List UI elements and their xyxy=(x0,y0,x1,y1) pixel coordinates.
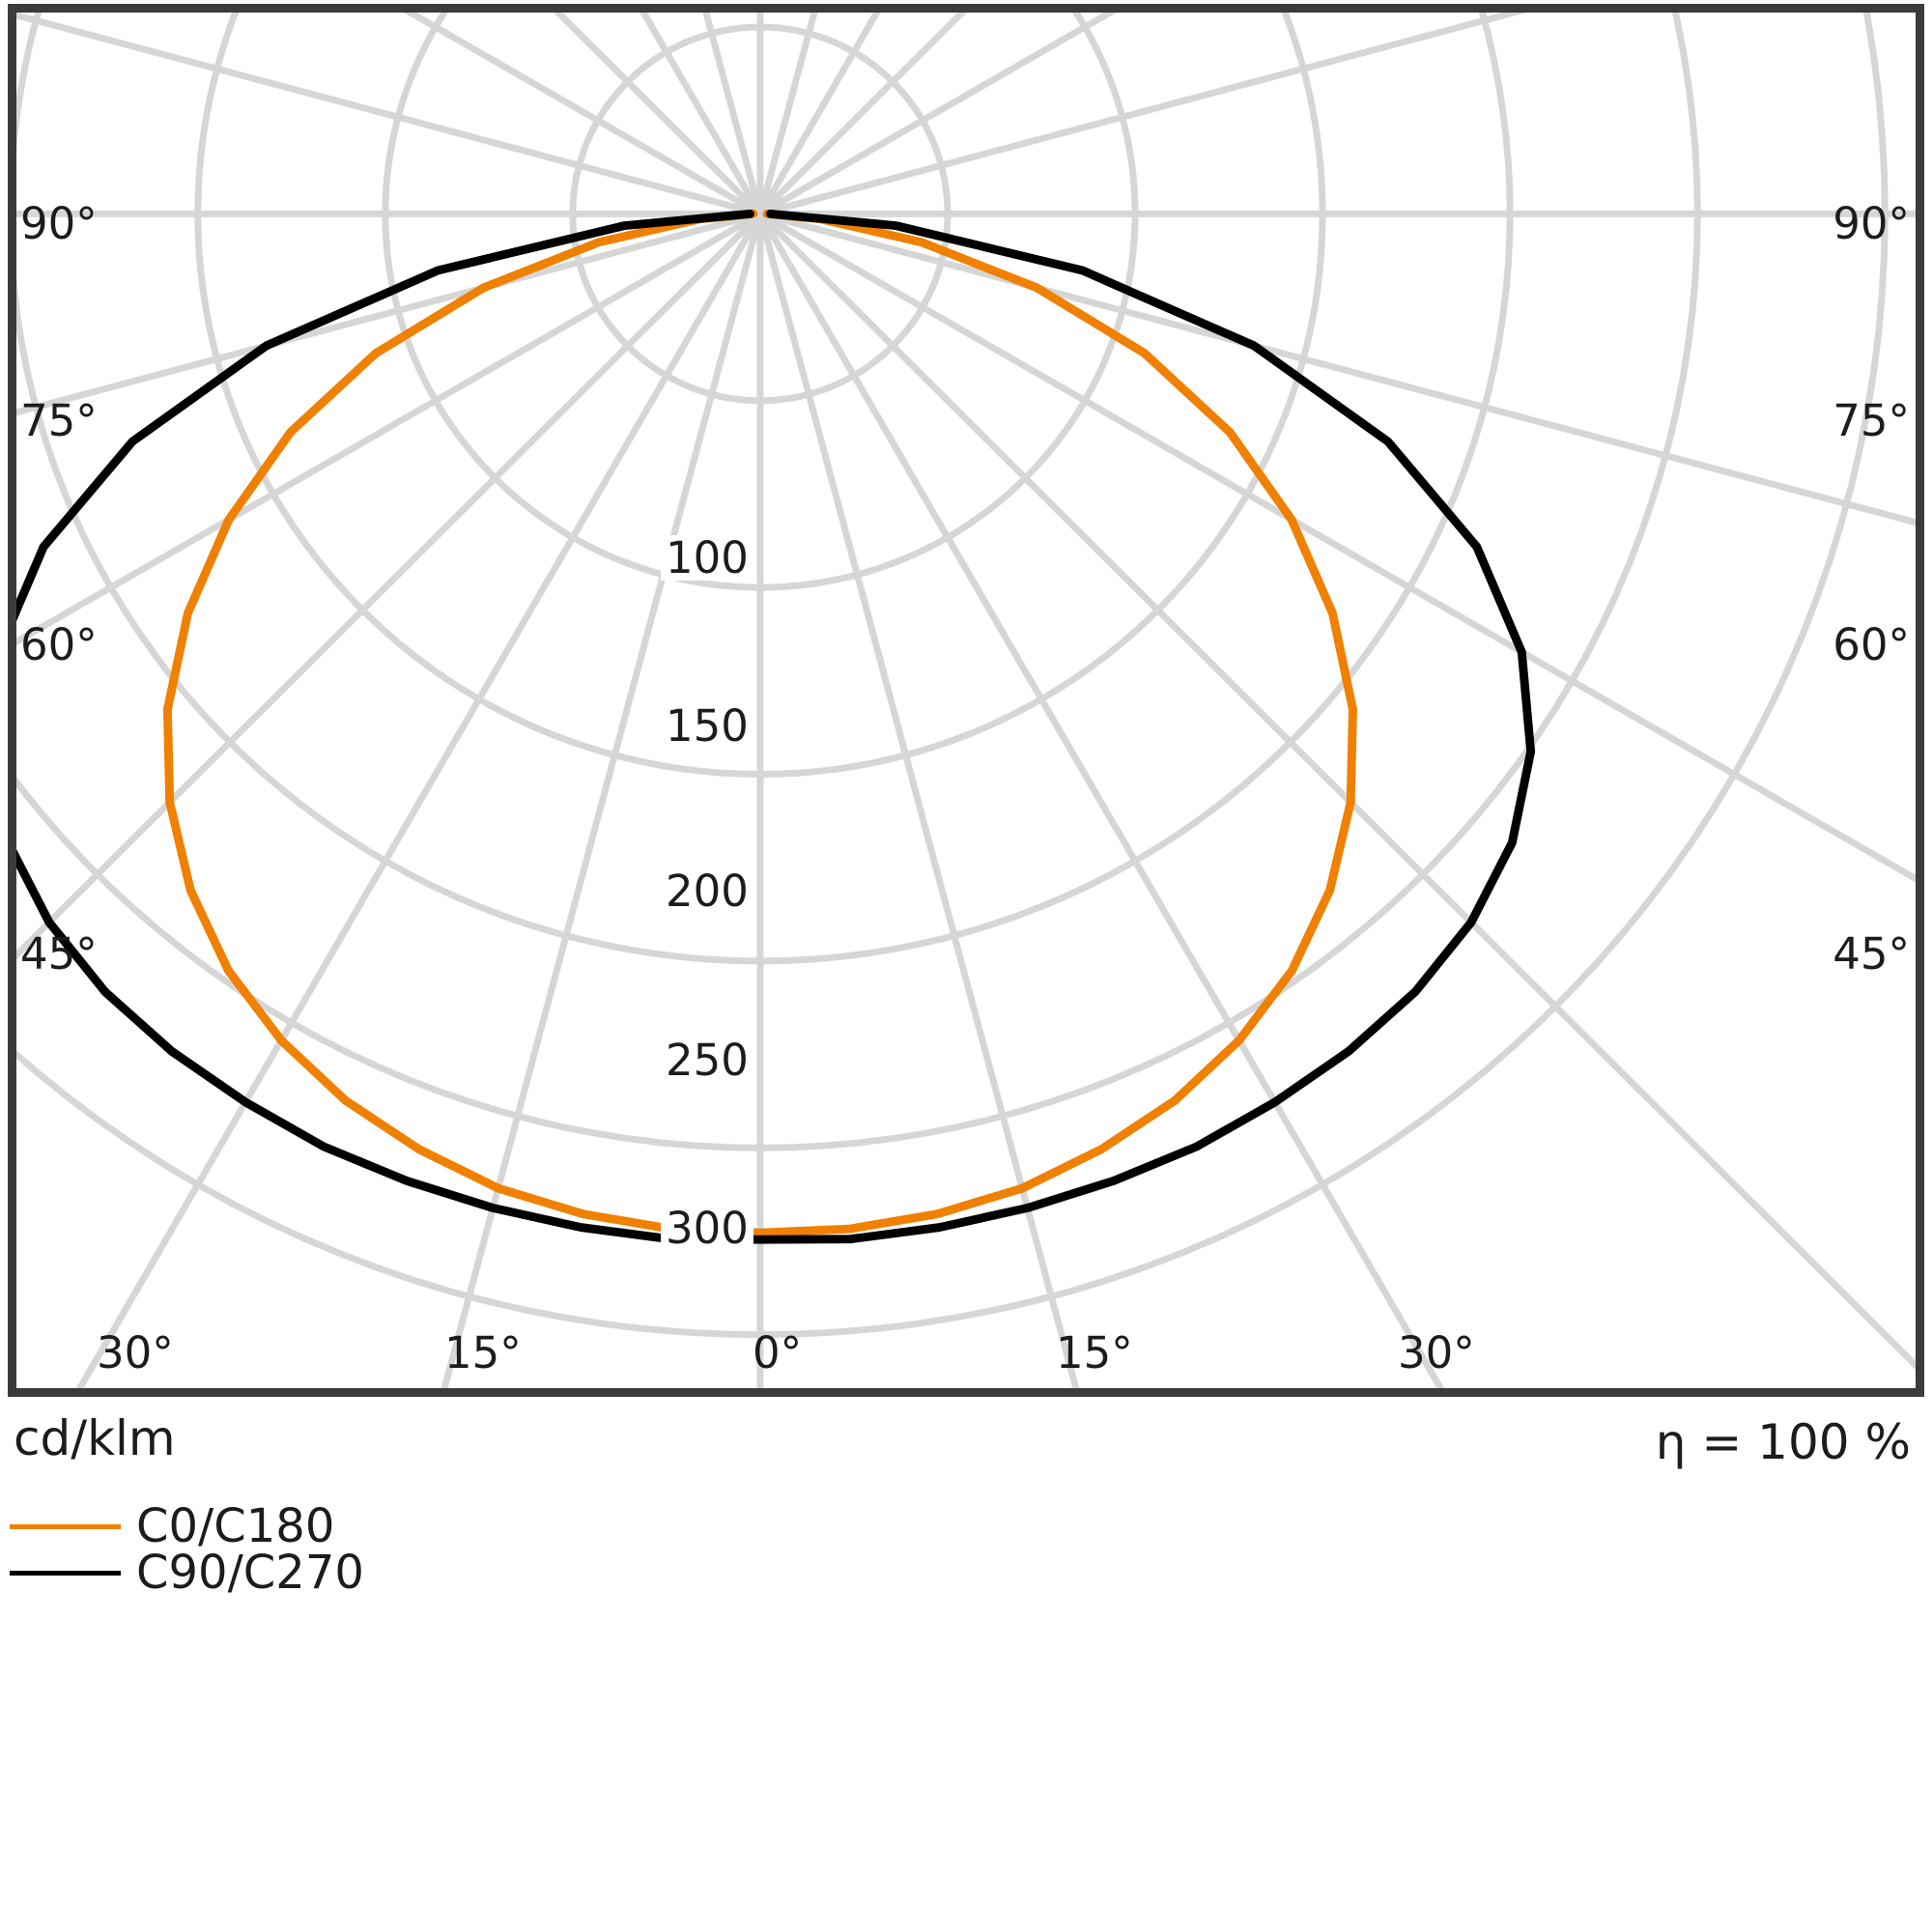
angle-label-bottom-15-right: 15° xyxy=(1056,1327,1133,1378)
legend-swatch-c0-c180 xyxy=(10,1523,121,1529)
radial-label-300: 300 xyxy=(661,1206,753,1251)
legend-swatch-c90-c270 xyxy=(10,1570,121,1576)
radial-label-250: 250 xyxy=(661,1037,753,1083)
angle-label-right-60: 60° xyxy=(1833,619,1910,670)
angle-label-left-60: 60° xyxy=(20,619,98,670)
efficiency-label: η = 100 % xyxy=(1655,1414,1911,1470)
angle-label-left-45: 45° xyxy=(20,928,98,980)
polar-grid xyxy=(16,13,1916,1388)
legend-item-c0-c180[interactable]: C0/C180 xyxy=(10,1499,364,1553)
angle-label-right-90: 90° xyxy=(1833,198,1910,249)
polar-grid-and-curves xyxy=(16,13,1916,1388)
angle-label-left-75: 75° xyxy=(20,395,98,446)
angle-label-bottom-0: 0° xyxy=(753,1327,803,1378)
chart-footer: cd/klm η = 100 % C0/C180 C90/C270 xyxy=(0,1397,1932,1932)
radial-label-100: 100 xyxy=(661,535,753,581)
angle-label-bottom-15-left: 15° xyxy=(444,1327,522,1378)
angle-label-right-45: 45° xyxy=(1833,928,1910,980)
legend-label-c0-c180: C0/C180 xyxy=(136,1499,335,1553)
legend-label-c90-c270: C90/C270 xyxy=(136,1546,364,1600)
angle-label-bottom-30-left: 30° xyxy=(97,1327,174,1378)
polar-plot-area: 90° 75° 60° 45° 90° 75° 60° 45° 30° 15° … xyxy=(8,4,1924,1397)
angle-label-right-75: 75° xyxy=(1833,395,1910,446)
photometric-curves xyxy=(16,209,1536,1244)
legend-item-c90-c270[interactable]: C90/C270 xyxy=(10,1546,364,1600)
legend: C0/C180 C90/C270 xyxy=(10,1499,364,1600)
angle-label-bottom-30-right: 30° xyxy=(1398,1327,1475,1378)
unit-label: cd/klm xyxy=(14,1410,176,1466)
angle-label-left-90: 90° xyxy=(20,198,98,249)
radial-label-200: 200 xyxy=(661,868,753,914)
radial-label-150: 150 xyxy=(661,703,753,749)
